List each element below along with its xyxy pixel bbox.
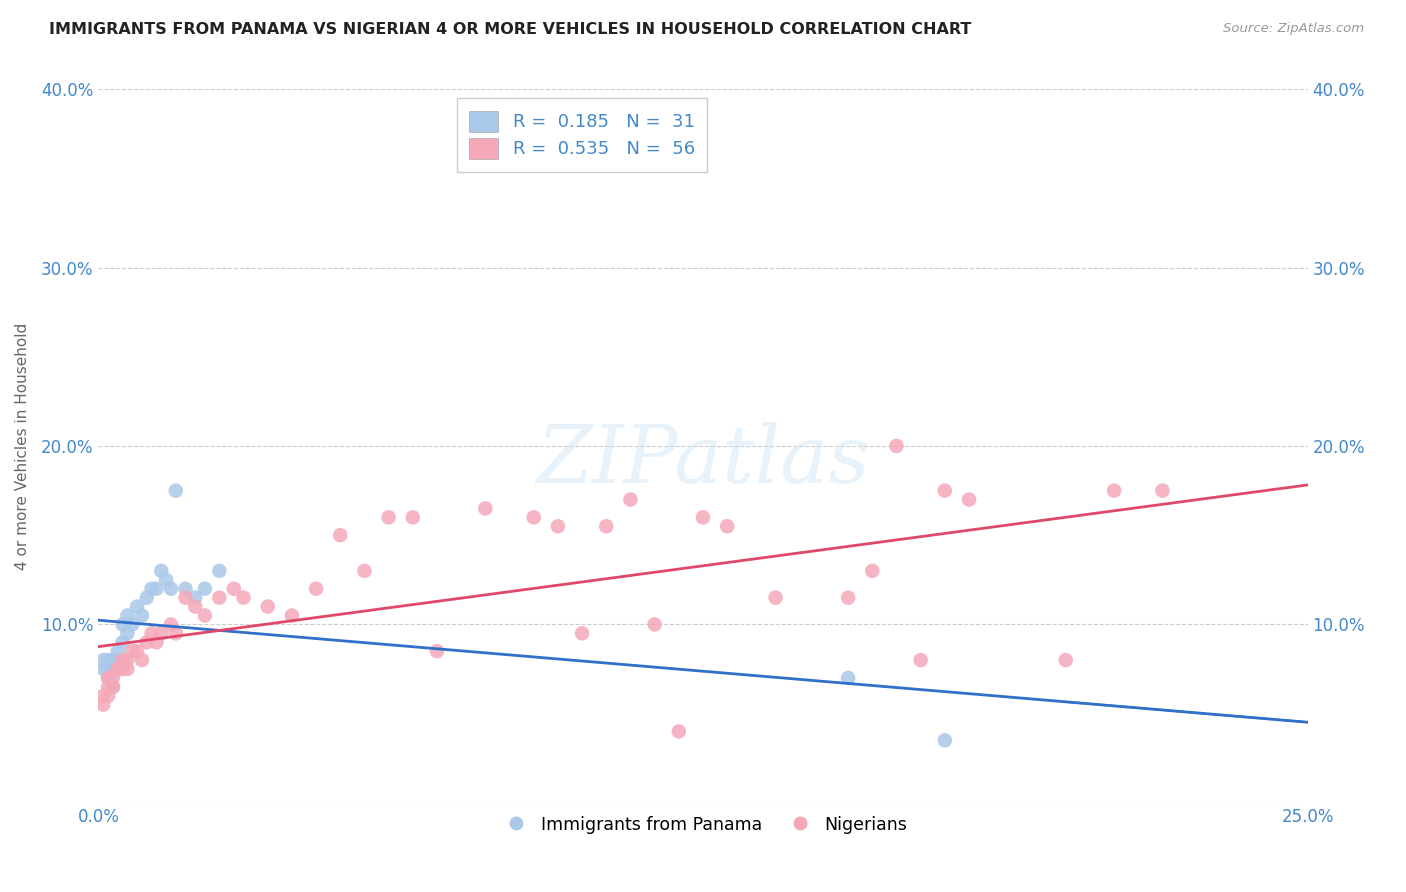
Point xyxy=(281,608,304,623)
Point xyxy=(934,733,956,747)
Point xyxy=(101,680,124,694)
Point xyxy=(97,671,120,685)
Point xyxy=(860,564,883,578)
Point xyxy=(91,698,114,712)
Point xyxy=(111,662,134,676)
Legend: Immigrants from Panama, Nigerians: Immigrants from Panama, Nigerians xyxy=(492,809,914,840)
Point xyxy=(150,564,173,578)
Point xyxy=(184,599,207,614)
Point xyxy=(101,662,124,676)
Point xyxy=(111,635,134,649)
Point xyxy=(141,626,163,640)
Point xyxy=(160,582,183,596)
Point xyxy=(117,653,139,667)
Point xyxy=(97,671,120,685)
Point xyxy=(97,653,120,667)
Point xyxy=(97,689,120,703)
Point xyxy=(474,501,496,516)
Point xyxy=(1054,653,1077,667)
Point xyxy=(837,591,859,605)
Point xyxy=(426,644,449,658)
Point xyxy=(107,644,129,658)
Point xyxy=(131,653,153,667)
Point xyxy=(141,582,163,596)
Point xyxy=(886,439,908,453)
Point xyxy=(101,671,124,685)
Point xyxy=(97,680,120,694)
Point xyxy=(107,653,129,667)
Point xyxy=(837,671,859,685)
Point xyxy=(117,626,139,640)
Point xyxy=(668,724,690,739)
Point xyxy=(91,662,114,676)
Point xyxy=(222,582,245,596)
Point xyxy=(150,626,173,640)
Point xyxy=(353,564,375,578)
Point xyxy=(547,519,569,533)
Point xyxy=(184,591,207,605)
Point xyxy=(1102,483,1125,498)
Text: ZIPatlas: ZIPatlas xyxy=(536,422,870,499)
Point xyxy=(165,626,187,640)
Point xyxy=(117,608,139,623)
Point xyxy=(194,582,217,596)
Point xyxy=(117,662,139,676)
Point xyxy=(174,582,197,596)
Y-axis label: 4 or more Vehicles in Household: 4 or more Vehicles in Household xyxy=(15,322,30,570)
Point xyxy=(155,573,177,587)
Point xyxy=(135,635,157,649)
Point xyxy=(523,510,546,524)
Point xyxy=(127,599,149,614)
Point xyxy=(1152,483,1174,498)
Point xyxy=(716,519,738,533)
Point xyxy=(97,662,120,676)
Point xyxy=(135,591,157,605)
Point xyxy=(160,617,183,632)
Point xyxy=(619,492,641,507)
Point xyxy=(910,653,932,667)
Point xyxy=(121,644,143,658)
Point xyxy=(91,689,114,703)
Point xyxy=(165,483,187,498)
Point xyxy=(111,617,134,632)
Text: Source: ZipAtlas.com: Source: ZipAtlas.com xyxy=(1223,22,1364,36)
Point xyxy=(305,582,328,596)
Point xyxy=(934,483,956,498)
Point xyxy=(256,599,278,614)
Point xyxy=(91,653,114,667)
Point xyxy=(107,662,129,676)
Text: IMMIGRANTS FROM PANAMA VS NIGERIAN 4 OR MORE VEHICLES IN HOUSEHOLD CORRELATION C: IMMIGRANTS FROM PANAMA VS NIGERIAN 4 OR … xyxy=(49,22,972,37)
Point xyxy=(571,626,593,640)
Point xyxy=(402,510,425,524)
Point xyxy=(232,591,254,605)
Point xyxy=(101,653,124,667)
Point xyxy=(174,591,197,605)
Point xyxy=(101,680,124,694)
Point xyxy=(377,510,399,524)
Point xyxy=(208,564,231,578)
Point xyxy=(692,510,714,524)
Point xyxy=(145,635,167,649)
Point xyxy=(127,644,149,658)
Point xyxy=(765,591,787,605)
Point xyxy=(194,608,217,623)
Point xyxy=(107,662,129,676)
Point xyxy=(957,492,980,507)
Point xyxy=(595,519,617,533)
Point xyxy=(145,582,167,596)
Point xyxy=(111,653,134,667)
Point xyxy=(107,662,129,676)
Point xyxy=(208,591,231,605)
Point xyxy=(121,617,143,632)
Point xyxy=(329,528,352,542)
Point xyxy=(131,608,153,623)
Point xyxy=(644,617,666,632)
